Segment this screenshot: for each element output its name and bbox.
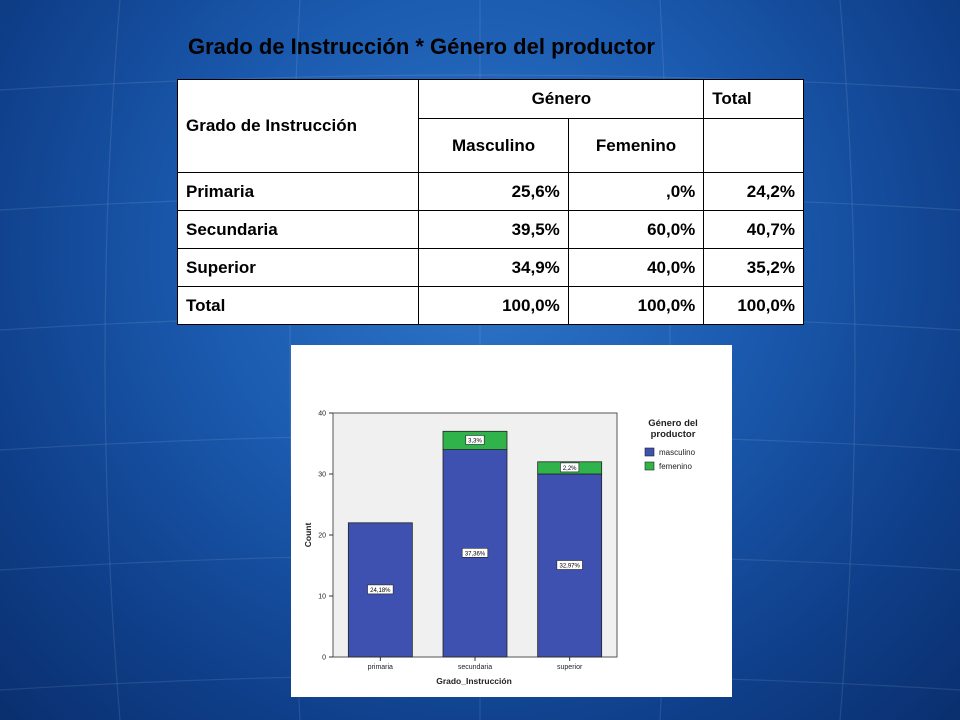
row-header-cell: Grado de Instrucción xyxy=(176,79,420,173)
table-cell: ,0% xyxy=(567,172,705,211)
table-cell: 40,0% xyxy=(567,248,705,287)
table-cell: 39,5% xyxy=(418,210,569,249)
table-cell: 24,2% xyxy=(703,172,804,211)
slide-title: Grado de Instrucción * Género del produc… xyxy=(188,34,655,59)
table-cell: 34,9% xyxy=(418,248,569,287)
data-label: 32,97% xyxy=(559,564,580,570)
data-label-box xyxy=(367,584,394,595)
legend-swatch-femenino xyxy=(644,461,655,471)
data-label: 24,18% xyxy=(370,588,391,594)
table-row: Superior 34,9% 40,0% 35,2% xyxy=(176,248,804,287)
y-tick-label: 20 xyxy=(318,533,326,540)
y-tick-label: 10 xyxy=(318,594,326,601)
table-cell: 25,6% xyxy=(418,172,569,211)
column-header-masculino: Masculino xyxy=(418,118,569,173)
table-cell: 40,7% xyxy=(703,210,804,249)
legend-label: femenino xyxy=(659,462,692,471)
x-tick-label: superior xyxy=(557,664,583,671)
data-label: 2,2% xyxy=(563,466,577,472)
table-row: Primaria 25,6% ,0% 24,2% xyxy=(176,172,804,211)
row-label: Secundaria xyxy=(176,210,420,249)
data-label: 3,3% xyxy=(468,438,482,444)
table-row: Secundaria 39,5% 60,0% 40,7% xyxy=(176,210,804,249)
total-header-cell: Total xyxy=(703,79,804,119)
y-axis-label: Count xyxy=(303,523,313,548)
table-cell: 100,0% xyxy=(418,286,569,325)
data-label-box xyxy=(465,435,485,445)
column-header-femenino: Femenino xyxy=(567,118,705,173)
group-header-cell: Género xyxy=(418,79,705,119)
crosstab-table: Grado de Instrucción Género Total Mascul… xyxy=(176,79,804,325)
table-subheader-row: Masculino Femenino xyxy=(178,118,804,173)
table-cell: 60,0% xyxy=(567,210,705,249)
row-label: Primaria xyxy=(176,172,420,211)
legend-swatch-masculino xyxy=(644,447,655,457)
chart-panel: 0 10 20 30 40 Count 24,18% primaria 37,36% 3,3% se… xyxy=(291,345,732,697)
y-tick-label: 0 xyxy=(322,655,326,662)
data-label-box xyxy=(461,548,489,558)
y-tick-label: 40 xyxy=(318,411,326,418)
table-cell: 35,2% xyxy=(703,248,804,287)
data-label-box xyxy=(556,560,583,570)
table-row: Total 100,0% 100,0% 100,0% xyxy=(176,286,804,325)
data-label-box xyxy=(560,462,580,473)
stacked-bar-chart: 0 10 20 30 40 Count 24,18% primaria 37,36% 3,3% se… xyxy=(303,411,698,687)
table-cell: 100,0% xyxy=(567,286,705,325)
row-label: Total xyxy=(176,286,420,325)
x-axis-label: Grado_Instrucción xyxy=(436,676,512,686)
data-label: 37,36% xyxy=(465,551,486,557)
legend-title: productor xyxy=(651,429,696,440)
legend-label: masculino xyxy=(659,448,696,457)
table-header-row: Grado de Instrucción Género Total xyxy=(176,79,804,173)
empty-header-cell xyxy=(703,118,804,173)
legend-title: Género del xyxy=(648,418,698,429)
x-tick-label: primaria xyxy=(368,664,393,671)
row-label: Superior xyxy=(176,248,420,287)
x-tick-label: secundaria xyxy=(458,664,492,671)
y-tick-label: 30 xyxy=(318,472,326,479)
table-cell: 100,0% xyxy=(703,286,804,325)
